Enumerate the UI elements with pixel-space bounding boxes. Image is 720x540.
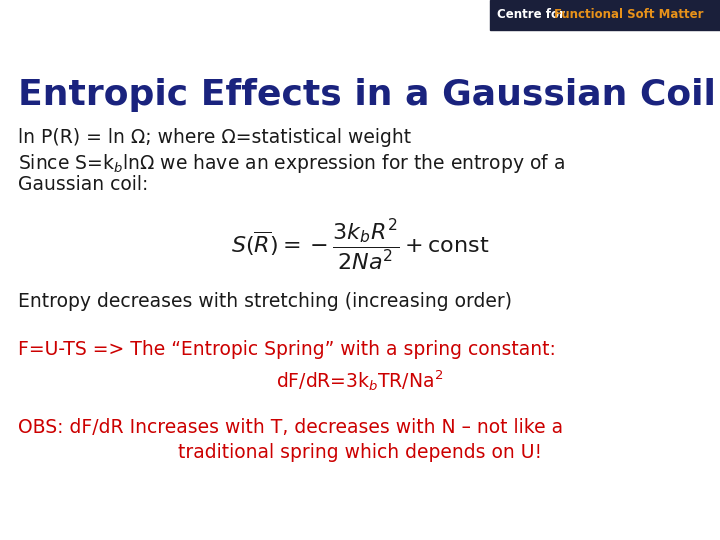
Text: Entropy decreases with stretching (increasing order): Entropy decreases with stretching (incre… — [18, 292, 512, 311]
Text: Functional Soft Matter: Functional Soft Matter — [554, 9, 703, 22]
Text: Gaussian coil:: Gaussian coil: — [18, 175, 148, 194]
Text: OBS: dF/dR Increases with T, decreases with N – not like a: OBS: dF/dR Increases with T, decreases w… — [18, 418, 563, 437]
Text: ln P(R) = ln Ω; where Ω=statistical weight: ln P(R) = ln Ω; where Ω=statistical weig… — [18, 128, 411, 147]
Text: Centre for: Centre for — [497, 9, 569, 22]
Text: dF/dR=3k$_b$TR/Na$^2$: dF/dR=3k$_b$TR/Na$^2$ — [276, 368, 444, 393]
Text: $S(\overline{R})= -\dfrac{3k_b R^2}{2Na^2} + \mathrm{const}$: $S(\overline{R})= -\dfrac{3k_b R^2}{2Na^… — [230, 218, 490, 273]
Text: F=U-TS => The “Entropic Spring” with a spring constant:: F=U-TS => The “Entropic Spring” with a s… — [18, 340, 556, 359]
Bar — [490, 0, 720, 30]
Text: Since S=k$_b$ln$\Omega$ we have an expression for the entropy of a: Since S=k$_b$ln$\Omega$ we have an expre… — [18, 152, 565, 175]
Text: Entropic Effects in a Gaussian Coil: Entropic Effects in a Gaussian Coil — [18, 78, 716, 112]
Text: traditional spring which depends on U!: traditional spring which depends on U! — [178, 443, 542, 462]
